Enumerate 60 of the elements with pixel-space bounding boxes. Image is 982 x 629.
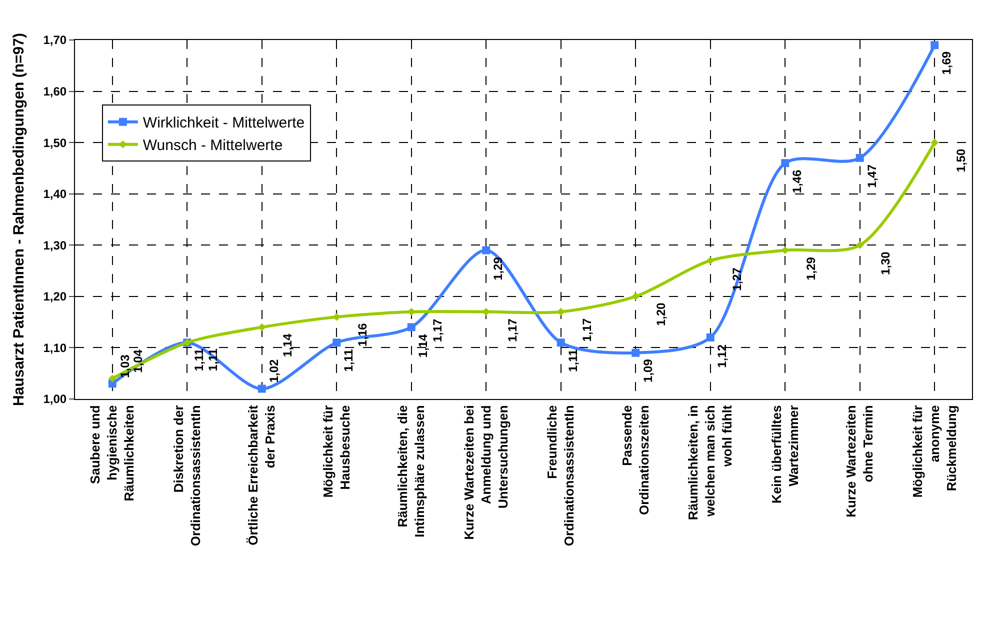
data-label: 1,27	[730, 267, 744, 291]
data-label: 1,29	[804, 256, 818, 280]
data-label: 1,50	[954, 148, 968, 172]
data-label: 1,14	[416, 334, 430, 358]
y-tick-label: 1,20	[43, 290, 67, 304]
data-label: 1,11	[342, 348, 356, 372]
data-label: 1,14	[280, 333, 295, 358]
data-label: 1,17	[580, 318, 594, 342]
y-tick-label: 1,50	[43, 136, 67, 150]
data-label: 1,11	[206, 348, 220, 372]
point	[556, 338, 565, 347]
point	[407, 323, 416, 332]
point	[482, 246, 490, 254]
y-tick-label: 1,40	[43, 187, 67, 202]
point	[632, 348, 640, 357]
data-label: 1,20	[654, 302, 668, 326]
legend-label: Wirklichkeit - Mittelwerte	[142, 114, 305, 132]
legend-label: Wunsch - Mittelwerte	[142, 137, 283, 154]
data-label: 1,69	[940, 51, 954, 75]
x-tick-label: Passende Ordinationszeiten	[619, 405, 652, 515]
y-axis-title: Hausarzt PatientInnen - Rahmenbedingungen (n=97)	[10, 33, 28, 406]
y-tick-label: 1,30	[43, 238, 67, 252]
point	[706, 256, 714, 264]
x-tick-label: Räumlichkeiten, in welchen man sich wohl fühlt	[686, 404, 735, 520]
y-tick-label: 1,70	[43, 33, 67, 48]
data-label: 1,17	[430, 318, 445, 342]
data-label: 1,09	[640, 358, 655, 382]
point	[632, 292, 640, 300]
data-label: 1,04	[130, 349, 145, 373]
data-label: 1,46	[790, 170, 804, 194]
y-tick-label: 1,00	[43, 392, 67, 406]
point	[856, 154, 864, 162]
y-tick-label: 1,60	[43, 84, 67, 98]
data-label: 1,30	[878, 251, 893, 276]
data-label: 1,03	[118, 354, 132, 378]
y-tick-label: 1,10	[43, 340, 67, 355]
point	[930, 41, 939, 50]
x-tick-label: Kurze Wartezeiten ohne Termin	[844, 405, 876, 518]
x-tick-label: Saubere und hygienische Räumlichkeiten	[88, 405, 137, 502]
point	[781, 159, 790, 168]
point	[706, 333, 714, 342]
data-label: 1,02	[267, 358, 282, 383]
x-tick-label: Örtliche Erreichbarkeit der Praxis	[246, 404, 278, 546]
data-label: 1,11	[192, 348, 206, 372]
point	[258, 323, 266, 332]
x-tick-label: Freundliche OrdinationsassistentIn	[544, 405, 577, 546]
point	[856, 241, 864, 250]
point	[930, 138, 939, 146]
data-label: 1,47	[864, 164, 879, 188]
data-label: 1,17	[505, 318, 520, 342]
point	[332, 338, 341, 347]
x-tick-label: Räumlichkeiten, die Intimsphäre zulassen	[395, 405, 428, 538]
x-tick-label: Kurze Wartezeiten bei Anmeldung und Untersuchungen	[461, 405, 510, 540]
point	[258, 384, 266, 393]
data-label: 1,16	[356, 322, 370, 347]
data-label: 1,12	[714, 344, 729, 368]
point	[556, 308, 565, 316]
data-label: 1,29	[490, 256, 505, 280]
data-label: 1,11	[566, 348, 580, 372]
point	[108, 374, 116, 382]
